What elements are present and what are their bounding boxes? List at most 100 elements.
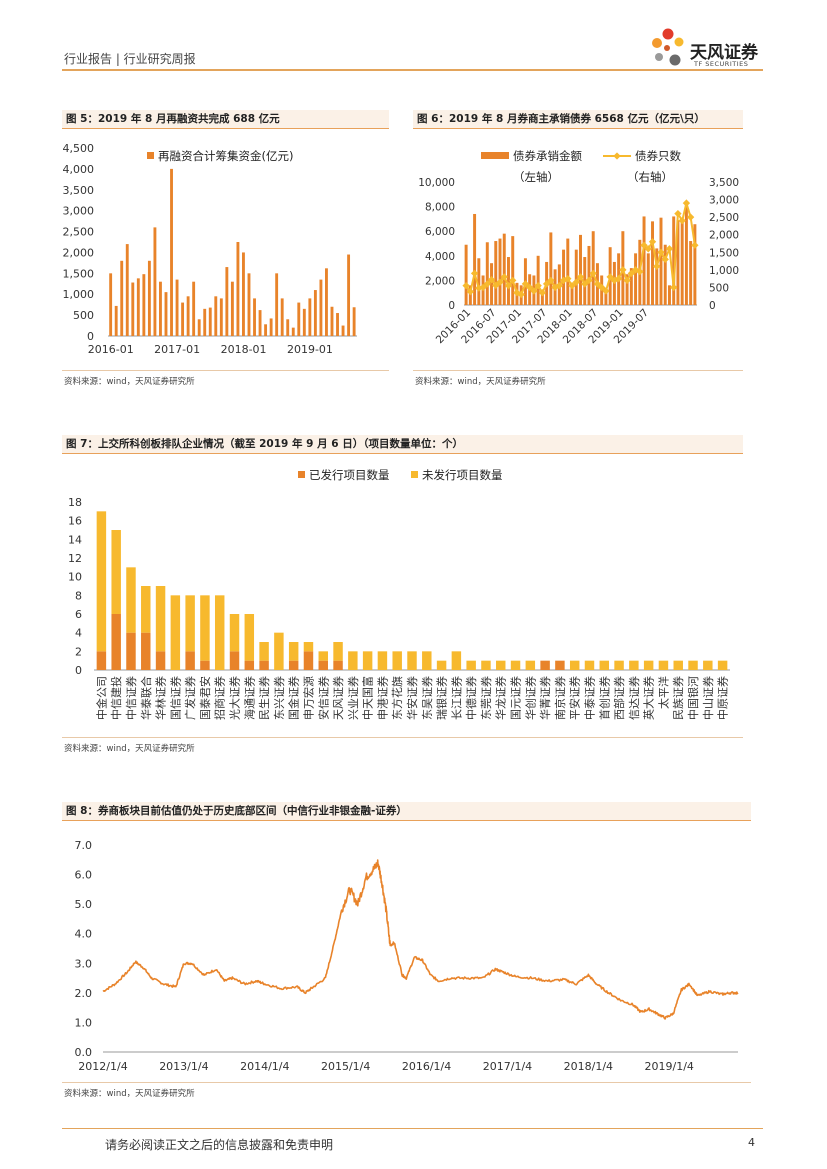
x-category-label: 申港证券 [375,676,389,720]
bar [264,324,268,336]
bar [319,279,323,336]
x-category-label: 东方花旗 [390,676,404,720]
bar-pending [111,530,121,614]
legend-swatch-bar [481,152,509,159]
bar [536,255,540,305]
x-category-label: 天风证券 [331,676,345,720]
y-tick-label: 500 [73,309,94,322]
bar-issued [96,651,107,670]
bar [269,318,273,336]
x-category-label: 信达证券 [627,676,641,720]
bar [336,313,339,336]
bar [203,308,207,336]
bar [549,232,553,305]
bar-pending [229,614,240,652]
bar-pending [141,586,151,633]
x-category-label: 东兴证券 [272,676,286,720]
bar-pending [96,511,107,652]
right-y-tick-label: 3,000 [709,195,739,207]
bar-issued [540,660,550,670]
y-tick-label: 18 [68,496,82,509]
line-marker [602,287,610,295]
bar-pending [244,614,255,661]
line-marker [593,280,602,288]
bar [175,279,179,336]
left-y-tick-label: 4,000 [425,251,455,263]
footer-divider [62,1128,763,1129]
bar [693,224,697,305]
bar [570,284,574,305]
line-marker [682,199,691,207]
bar-pending [436,660,447,670]
bar [247,273,251,336]
x-tick-label: 2014/1/4 [240,1060,289,1073]
x-tick-label: 2013/1/4 [159,1060,208,1073]
y-tick-label: 0 [75,664,82,677]
legend-marker [613,152,621,160]
figure7-source: 资料来源：wind，天风证券研究所 [64,744,195,754]
legend-swatch [147,152,154,159]
bar [642,216,646,305]
legend-swatch-pending [411,471,418,478]
bar [494,241,498,305]
bar-pending [155,586,166,652]
bar [498,238,502,305]
bar-pending [259,642,269,661]
x-category-label: 东吴证券 [420,676,434,720]
x-category-label: 英大证券 [642,676,656,720]
y-tick-label: 12 [68,552,82,565]
bar [302,308,306,336]
bar [646,253,650,305]
line-marker [542,280,551,288]
bar [109,273,113,336]
x-category-label: 中信证券 [124,676,138,720]
line-marker [492,281,500,289]
line-marker [572,278,580,286]
bar-pending [658,660,669,670]
brand-name-en: TF SECURITIES [694,60,749,68]
bar [192,281,196,336]
bar [131,282,135,336]
y-tick-label: 4 [75,627,82,640]
bar-issued [126,632,136,670]
bar [540,291,544,305]
report-header-title: 行业报告 | 行业研究周报 [64,52,196,66]
line-marker [500,273,508,281]
bar-issued [244,660,255,670]
bar-pending [569,660,580,670]
figure7-title: 图 7：上交所科创板排队企业情况（截至 2019 年 9 月 6 日）（项目数量… [62,435,743,454]
bar [153,227,157,336]
bar [330,306,334,336]
figure5-title: 图 5：2019 年 8 月再融资共完成 688 亿元 [62,110,389,129]
x-category-label: 中金公司 [94,676,108,720]
bar [629,268,633,305]
bar-pending [392,651,402,670]
figure6-chart: 10,000 8,000 6,000 4,000 2,000 0 3,500 3,000 2,5… [418,149,739,346]
bar [502,233,506,305]
line-marker [661,255,669,263]
line-marker [623,276,631,285]
bar-pending [377,651,388,670]
bar [225,267,229,336]
bar-issued [259,660,269,670]
y-tick-label: 6.0 [75,869,93,882]
bar-pending [643,660,654,670]
x-category-label: 国金证券 [287,676,301,720]
header-divider [62,69,763,71]
bar-pending [185,595,195,652]
bar [625,274,629,305]
bar-pending [274,632,284,670]
bar [325,268,328,336]
bar [120,260,124,336]
figure8-title: 图 8：券商板块目前估值仍处于历史底部区间（中信行业非银金融-证券） [62,802,751,821]
bar-issued [555,660,565,670]
x-category-label: 太平洋 [656,676,670,709]
line-marker [619,266,627,274]
bar [142,274,146,336]
bar [659,217,663,305]
y-tick-label: 5.0 [75,898,93,911]
bar [347,254,351,336]
x-tick-label: 2017-01 [154,343,200,356]
bar [230,281,234,336]
x-category-label: 中山证券 [701,676,715,720]
